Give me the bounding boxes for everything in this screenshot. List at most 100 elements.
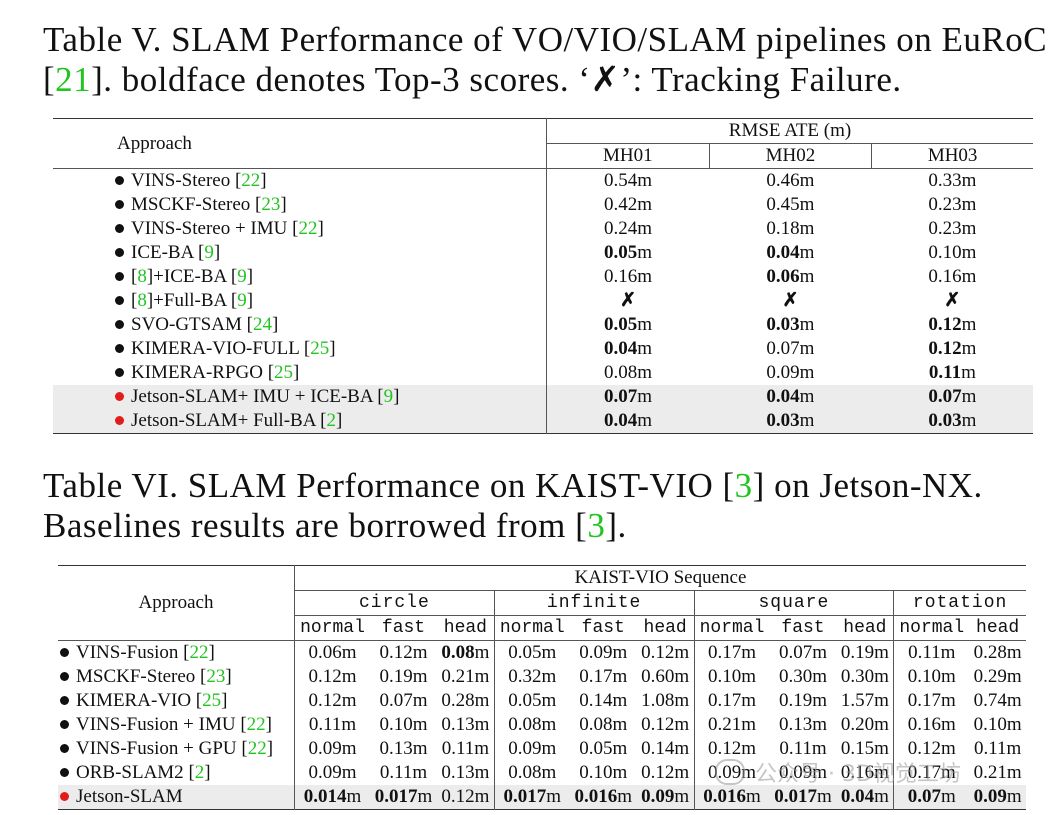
cell-text: 0.05 [604, 314, 638, 335]
cell-text: 0.10m [379, 714, 428, 735]
cell-text: ] [225, 666, 232, 687]
citation-link[interactable]: 22 [189, 642, 209, 663]
rmse-value: 0.18m [709, 217, 872, 241]
citation-link[interactable]: 9 [383, 386, 394, 407]
ate-value: 0.32m [493, 665, 570, 689]
cell-text: 0.13m [441, 762, 490, 783]
cell-text: m [474, 642, 490, 663]
cell-text: ] [293, 362, 300, 383]
rmse-value: 0.23m [872, 217, 1033, 241]
ate-value: 0.19m [370, 665, 437, 689]
cell-text: 0.07m [766, 338, 815, 359]
cell-text: 0.08m [508, 714, 557, 735]
cell-text: 0.12m [907, 738, 956, 759]
citation-link[interactable]: 22 [247, 738, 267, 759]
citation-link[interactable]: 25 [310, 338, 330, 359]
group-header-row: circle infinite square rotation [58, 590, 1026, 616]
caption-text: ]. boldface denotes Top-3 scores. ‘✗’: T… [91, 60, 902, 99]
cell-text: 0.08m [604, 362, 653, 383]
ate-value: 0.10m [893, 665, 970, 689]
cell-text: 0.05m [508, 642, 557, 663]
cell-text: m [874, 786, 889, 807]
ate-value: 0.20m [837, 713, 894, 737]
cell-text: ] [317, 218, 324, 239]
citation-link[interactable]: 22 [241, 170, 261, 191]
cell-text: VINS-Fusion + IMU [76, 714, 241, 735]
ate-value: 0.14m [570, 689, 637, 713]
cell-text: VINS-Fusion [76, 642, 184, 663]
ate-value: 0.06m [294, 640, 370, 665]
cell-text: [ [303, 338, 311, 359]
citation-link[interactable]: 9 [237, 290, 247, 311]
cell-text: m [546, 786, 562, 807]
table-row: Jetson-SLAM+ IMU + ICE-BA [9] 0.07m 0.04m 0… [53, 385, 1033, 409]
citation-link[interactable]: 25 [202, 690, 222, 711]
cell-text: 0.12m [379, 642, 428, 663]
ate-value: 0.11m [295, 713, 371, 737]
ate-value: 0.21m [437, 665, 494, 689]
table-row: VINS-Fusion [22] 0.06m 0.12m 0.08m 0.05m 0.09… [58, 640, 1026, 665]
cell-text: m [940, 786, 956, 807]
ate-value: 0.12m [693, 737, 770, 761]
bullet-icon [115, 200, 124, 209]
sub-header-normal: normal [300, 618, 365, 638]
cell-text: ORB-SLAM2 [76, 762, 189, 783]
cell-text: 0.21m [441, 666, 490, 687]
cell-text: 0.04 [840, 786, 875, 807]
cell-text: KIMERA-VIO-FULL [131, 338, 304, 359]
cell-text: [ [255, 194, 262, 215]
citation-link[interactable]: 8 [137, 266, 147, 287]
rmse-value: 0.07m [546, 385, 710, 409]
citation-link[interactable]: 21 [55, 60, 92, 99]
cell-text: 0.11 [928, 362, 962, 383]
ate-value: 0.28m [969, 640, 1026, 665]
cell-text: m [817, 786, 832, 807]
citation-link[interactable]: 3 [587, 506, 606, 545]
header-mh03: MH03 [871, 143, 1033, 169]
approach-name: VINS-Fusion + IMU [22] [58, 713, 295, 737]
cell-text: 0.12m [707, 738, 757, 759]
cell-text: ] [265, 714, 272, 735]
citation-link[interactable]: 9 [237, 266, 247, 287]
citation-link[interactable]: 23 [261, 194, 281, 215]
citation-link[interactable]: 23 [206, 666, 226, 687]
rmse-value: 0.12m [872, 313, 1033, 337]
citation-link[interactable]: 9 [204, 242, 214, 263]
cell-text: 0.016 [574, 786, 618, 807]
rmse-value: 0.23m [872, 193, 1033, 217]
ate-value: 0.17m [893, 689, 970, 713]
citation-link[interactable]: 25 [274, 362, 294, 383]
ate-value: 0.12m [295, 665, 371, 689]
citation-link[interactable]: 2 [326, 410, 336, 431]
rmse-value: ✗ [872, 289, 1033, 313]
table-row: ICE-BA [9] 0.05m 0.04m 0.10m [53, 241, 1033, 265]
cell-text: 0.10m [907, 666, 956, 687]
citation-link[interactable]: 2 [194, 762, 205, 783]
cell-text: 0.17m [907, 762, 956, 783]
cell-text: ]+ICE-BA [146, 266, 231, 287]
ate-value: 0.13m [370, 737, 437, 761]
cell-text: 0.17m [907, 690, 956, 711]
citation-link[interactable]: 8 [137, 290, 147, 311]
ate-value: 1.08m [637, 689, 694, 713]
cell-text: 0.16m [840, 762, 889, 783]
table5-body: VINS-Stereo [22] 0.54m 0.46m 0.33m MSCKF-Ste… [53, 168, 1033, 434]
cell-text: [ [267, 362, 275, 383]
cell-text: 0.12m [308, 666, 357, 687]
cell-text: 0.16m [604, 266, 653, 287]
citation-link[interactable]: 22 [298, 218, 318, 239]
cell-text: 0.13m [441, 714, 490, 735]
wechat-logo-icon [715, 759, 745, 785]
citation-link[interactable]: 3 [734, 466, 753, 505]
ate-value: 0.29m [969, 665, 1026, 689]
rmse-value: 0.54m [546, 168, 710, 193]
citation-link[interactable]: 22 [246, 714, 266, 735]
citation-link[interactable]: 24 [252, 314, 272, 335]
header-approach: Approach [53, 118, 547, 169]
cell-text: [ [241, 738, 248, 759]
cell-text: 0.08m [508, 762, 557, 783]
ate-value: 0.12m [637, 713, 694, 737]
cell-text: KIMERA-VIO [76, 690, 196, 711]
cell-text: m [799, 410, 815, 431]
cell-text: m [961, 386, 977, 407]
